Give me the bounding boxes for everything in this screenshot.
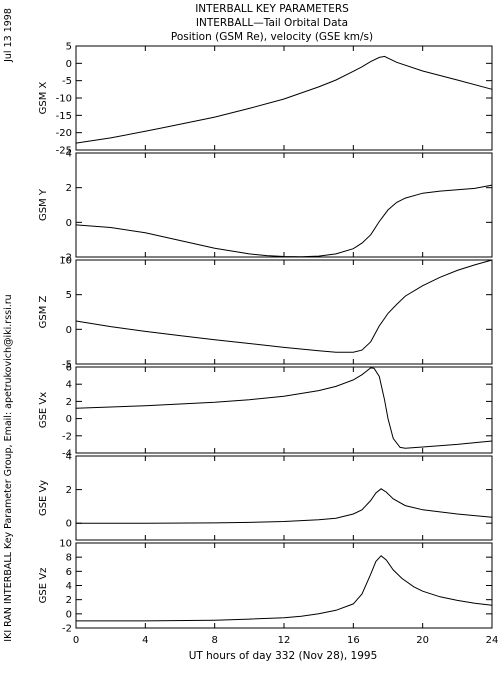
x-tick-label: 24 [486, 635, 499, 646]
chart-title: INTERBALL KEY PARAMETERS [195, 3, 349, 15]
y-tick-label: 2 [66, 183, 72, 194]
y-tick-label: 0 [66, 325, 72, 336]
series-line [75, 367, 493, 449]
y-tick-label: -4 [62, 449, 72, 460]
panel: 4 2 0 GSE Vy [38, 452, 493, 541]
x-tick-label: 4 [142, 635, 148, 646]
series-line [76, 488, 493, 524]
y-tick-label: 2 [66, 485, 72, 496]
y-tick-label: -15 [56, 111, 72, 122]
y-tick-label: 0 [66, 609, 72, 620]
y-tick-label: 2 [66, 397, 72, 408]
y-axis-label: GSM X [38, 81, 49, 114]
y-tick-label: 0 [66, 414, 72, 425]
panel-frame [75, 45, 493, 151]
y-tick-label: 0 [66, 519, 72, 530]
y-tick-label: 5 [66, 42, 72, 53]
y-axis-label: GSE Vx [38, 392, 49, 428]
y-tick-label: -5 [62, 360, 72, 371]
y-tick-label: 5 [66, 290, 72, 301]
y-tick-label: 6 [66, 363, 72, 374]
x-axis-label: UT hours of day 332 (Nov 28), 1995 [189, 650, 378, 662]
series-line [75, 259, 493, 353]
y-tick-label: 4 [66, 452, 72, 463]
x-tick-label: 12 [278, 635, 291, 646]
panel: 4 2 0 -2 GSM Y [38, 149, 493, 264]
y-tick-label: 6 [66, 567, 72, 578]
side-credit-label: IKI RAN INTERBALL Key Parameter Group, E… [3, 294, 14, 641]
chart-subtitle-units: Position (GSM Re), velocity (GSE km/s) [171, 31, 373, 43]
y-tick-label: -2 [62, 431, 72, 442]
chart-subtitle: INTERBALL—Tail Orbital Data [196, 17, 348, 29]
panel: 5 0 -5 -10 -15 -20 -25 GSM X [38, 42, 493, 157]
x-axis: 0 4 8 12 16 20 24 [73, 635, 499, 646]
y-axis-label: GSM Y [38, 188, 49, 221]
series-line [76, 555, 493, 622]
y-tick-label: 4 [66, 581, 72, 592]
y-tick-label: 10 [59, 539, 72, 550]
y-tick-label: -10 [56, 94, 72, 105]
panel-frame [75, 455, 493, 541]
panel: 10 8 6 4 2 0 -2 GSE Vz [38, 539, 493, 635]
x-tick-label: 16 [347, 635, 360, 646]
panel: 10 5 0 -5 GSM Z [38, 256, 493, 371]
panel-frame [75, 259, 493, 365]
series-line [75, 184, 493, 258]
y-axis-label: GSE Vy [38, 480, 49, 516]
panel-frame [75, 152, 493, 258]
y-tick-label: 0 [66, 218, 72, 229]
y-axis-label: GSE Vz [38, 568, 49, 604]
y-tick-label: 0 [66, 59, 72, 70]
x-tick-label: 8 [211, 635, 217, 646]
y-axis-label: GSM Z [38, 295, 49, 328]
panel-frame [75, 542, 493, 629]
y-tick-label: -2 [62, 624, 72, 635]
y-tick-label: 8 [66, 553, 72, 564]
x-tick-label: 0 [73, 635, 79, 646]
y-tick-label: 4 [66, 149, 72, 160]
y-tick-label: 10 [59, 256, 72, 267]
y-tick-label: -5 [62, 76, 72, 87]
y-tick-label: -2 [62, 253, 72, 264]
y-tick-label: 4 [66, 380, 72, 391]
y-tick-label: 2 [66, 595, 72, 606]
x-tick-label: 20 [416, 635, 429, 646]
side-date-label: Jul 13 1998 [3, 8, 14, 63]
panel-frame [75, 366, 493, 454]
series-line [75, 55, 493, 144]
y-tick-label: -20 [56, 128, 72, 139]
y-tick-label: -25 [56, 146, 72, 157]
panel: 6 4 2 0 -2 -4 GSE Vx [38, 363, 493, 460]
